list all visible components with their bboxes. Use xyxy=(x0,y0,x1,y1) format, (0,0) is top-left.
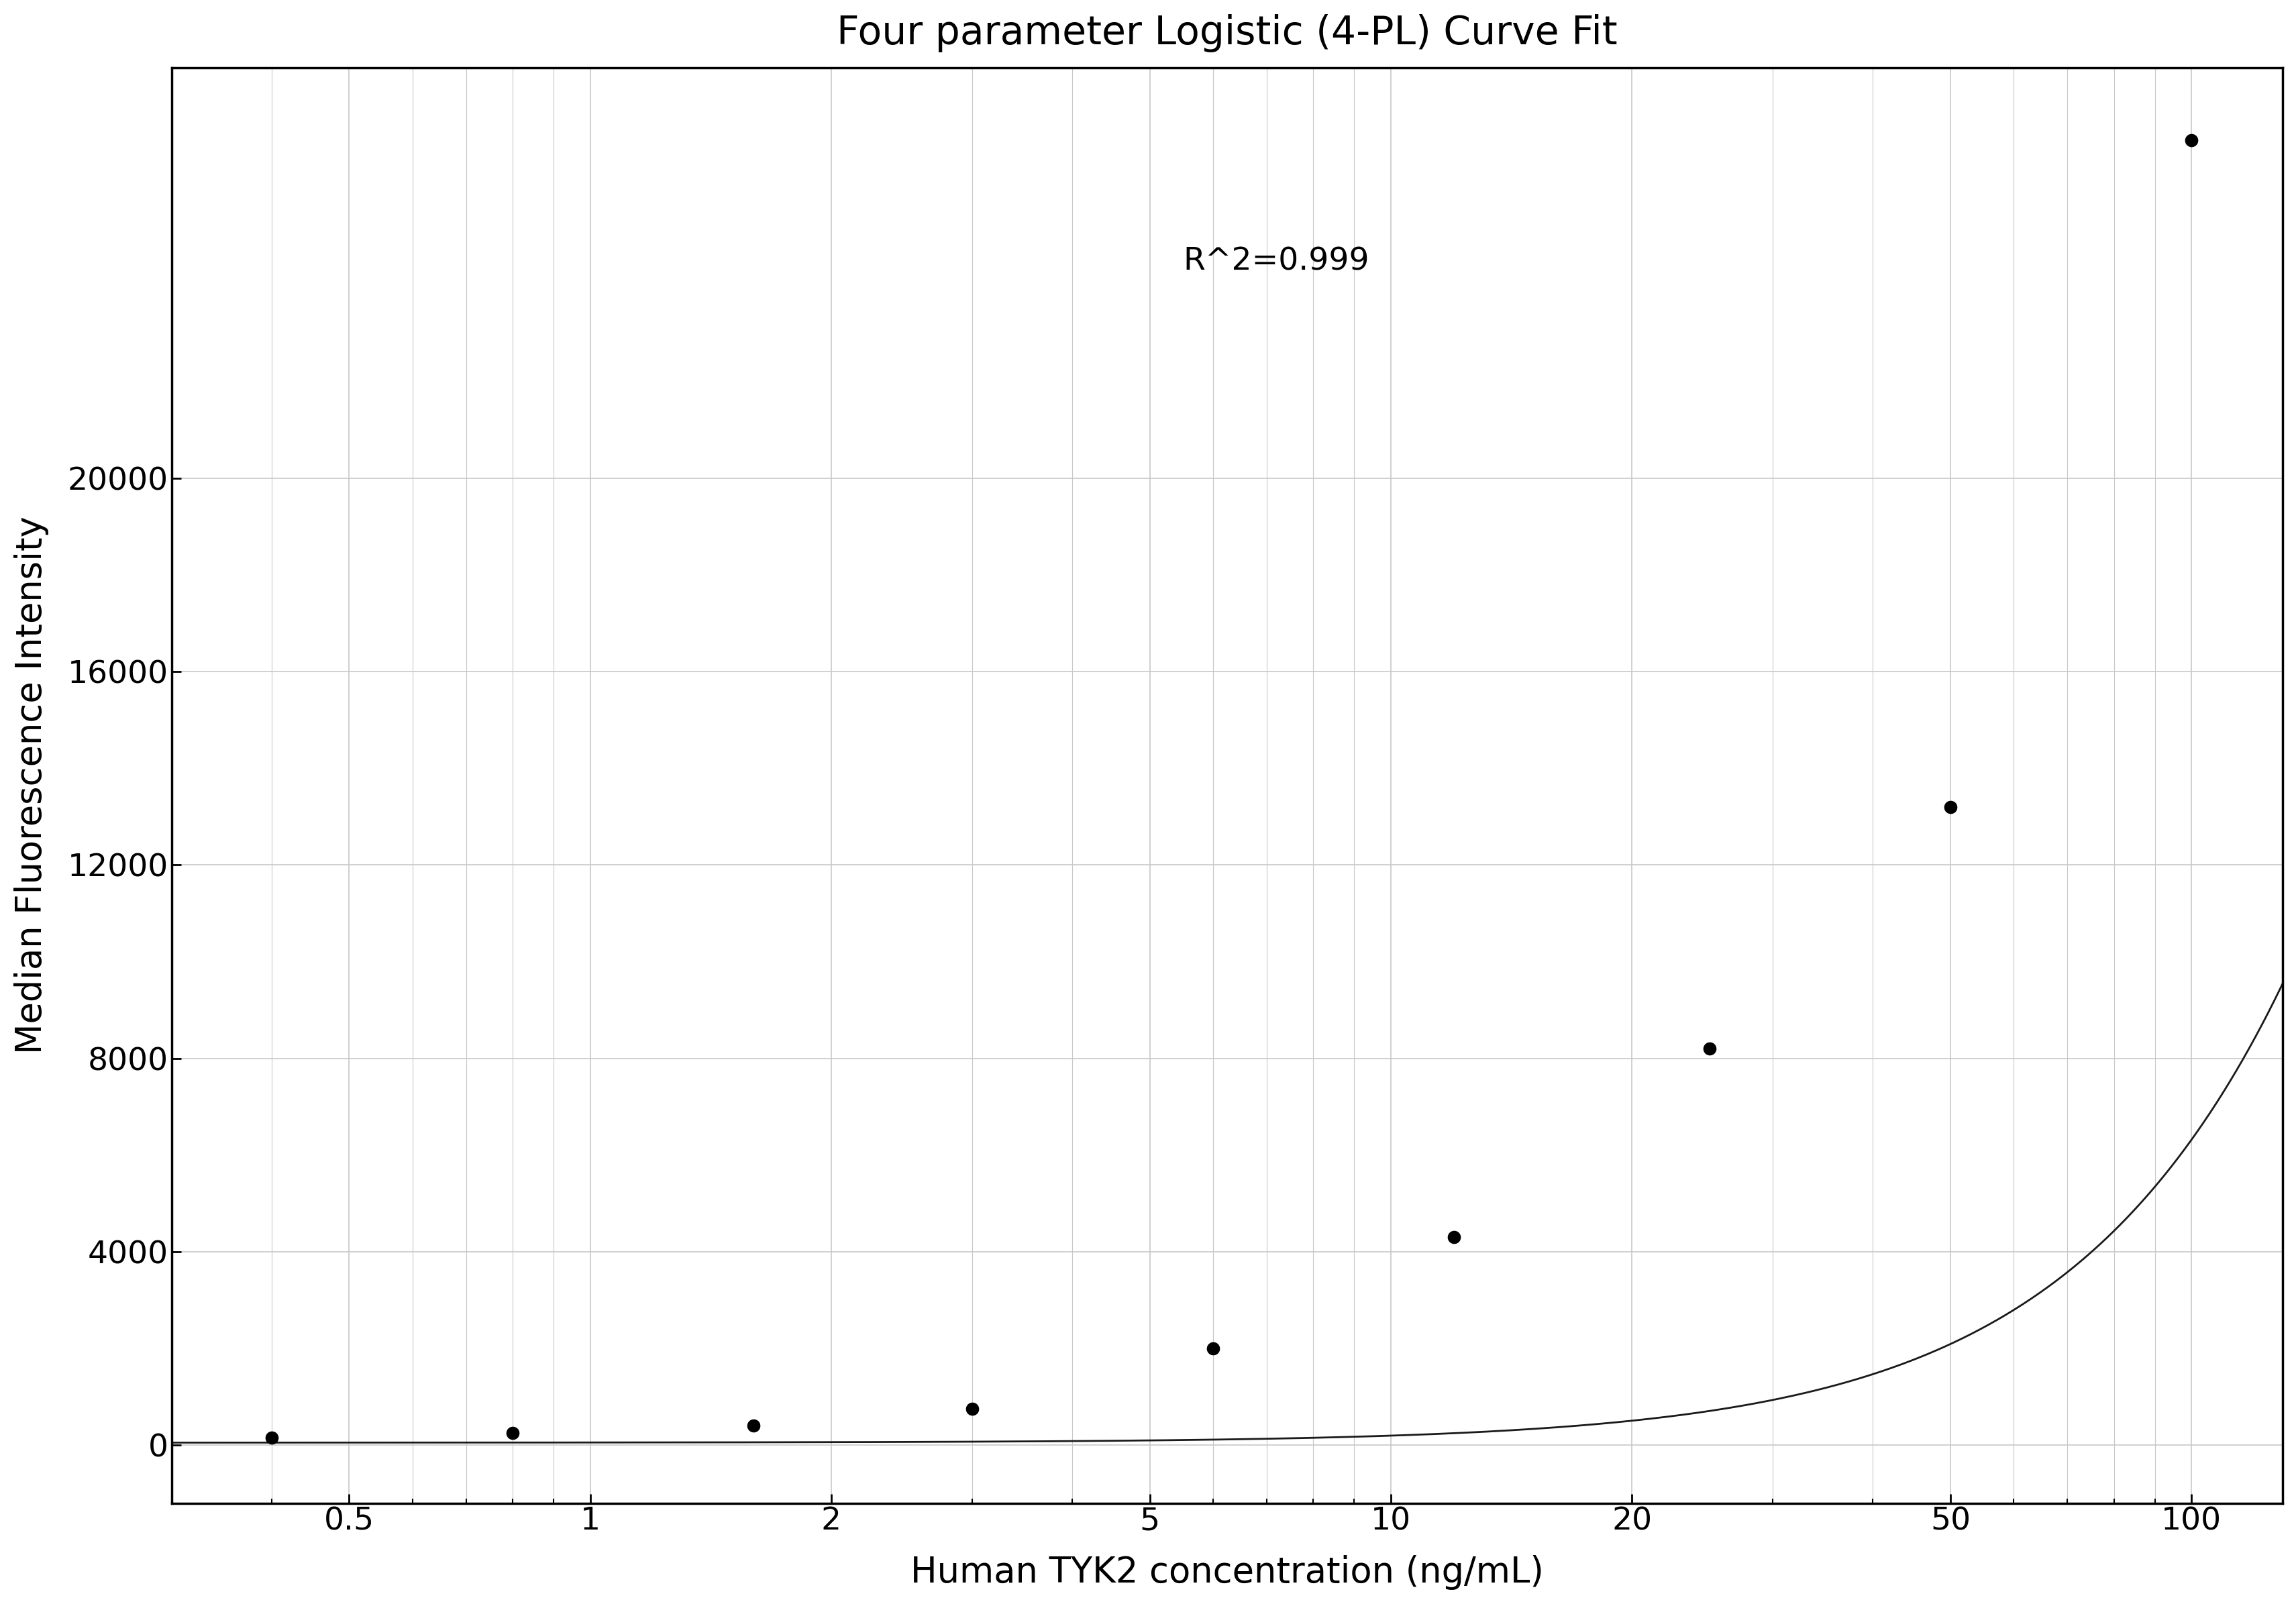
Point xyxy=(494,1420,530,1445)
Y-axis label: Median Fluorescence Intensity: Median Fluorescence Intensity xyxy=(14,516,48,1054)
Point xyxy=(1435,1224,1472,1250)
X-axis label: Human TYK2 concentration (ng/mL): Human TYK2 concentration (ng/mL) xyxy=(909,1556,1543,1590)
Point xyxy=(1931,794,1968,820)
Text: R^2=0.999: R^2=0.999 xyxy=(1182,247,1368,276)
Title: Four parameter Logistic (4-PL) Curve Fit: Four parameter Logistic (4-PL) Curve Fit xyxy=(836,14,1616,53)
Point xyxy=(735,1413,771,1439)
Point xyxy=(2172,127,2209,152)
Point xyxy=(253,1424,289,1450)
Point xyxy=(953,1395,990,1421)
Point xyxy=(1194,1336,1231,1362)
Point xyxy=(1690,1036,1727,1062)
